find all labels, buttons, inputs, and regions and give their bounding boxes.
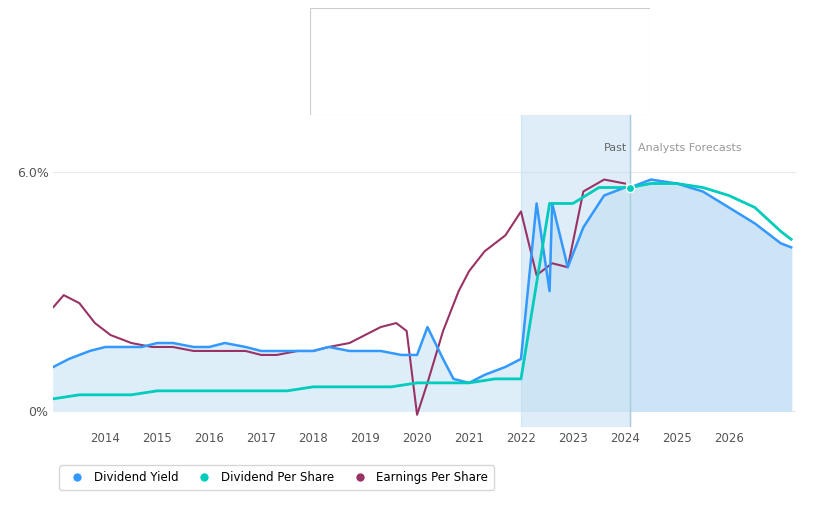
Text: Feb 19 2024: Feb 19 2024	[323, 20, 405, 33]
Text: Past: Past	[604, 143, 627, 152]
Bar	[521, 112, 630, 427]
Text: Dividend Per Share: Dividend Per Share	[323, 75, 423, 85]
Text: No data: No data	[480, 101, 521, 110]
FancyBboxPatch shape	[310, 8, 650, 115]
Text: Dividend Yield: Dividend Yield	[323, 49, 398, 59]
Text: /yr: /yr	[531, 49, 545, 59]
Text: /yr: /yr	[558, 75, 572, 85]
Text: US$6.160: US$6.160	[480, 75, 536, 85]
Text: Earnings Per Share: Earnings Per Share	[323, 101, 422, 110]
Text: Analysts Forecasts: Analysts Forecasts	[638, 143, 741, 152]
Point	[623, 183, 636, 192]
Text: 5.6%: 5.6%	[480, 49, 509, 59]
Legend: Dividend Yield, Dividend Per Share, Earnings Per Share: Dividend Yield, Dividend Per Share, Earn…	[59, 465, 494, 490]
